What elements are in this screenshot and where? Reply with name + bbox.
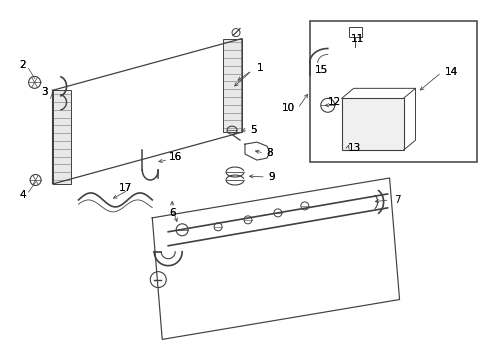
Bar <box>341 98 403 150</box>
Text: 5: 5 <box>250 125 257 135</box>
Text: 16: 16 <box>168 152 182 162</box>
Text: 4: 4 <box>20 190 26 200</box>
Text: 17: 17 <box>119 183 132 193</box>
Bar <box>348 27 361 37</box>
Text: 13: 13 <box>347 143 361 153</box>
Text: 6: 6 <box>168 208 175 218</box>
Text: 2: 2 <box>20 60 26 71</box>
Text: 16: 16 <box>168 152 182 162</box>
Text: 9: 9 <box>268 172 275 182</box>
Bar <box>309 21 476 162</box>
Text: 10: 10 <box>281 103 294 113</box>
Text: 13: 13 <box>347 143 361 153</box>
Polygon shape <box>52 90 71 184</box>
Text: 10: 10 <box>281 103 294 113</box>
Text: 12: 12 <box>327 97 341 107</box>
Polygon shape <box>223 39 242 132</box>
Text: 15: 15 <box>314 66 328 76</box>
Text: 8: 8 <box>266 148 273 158</box>
Text: 9: 9 <box>268 172 275 182</box>
Text: 3: 3 <box>41 87 48 97</box>
Text: 2: 2 <box>20 60 26 71</box>
Text: 7: 7 <box>393 195 400 205</box>
Text: 1: 1 <box>256 63 263 73</box>
Text: 4: 4 <box>20 190 26 200</box>
Text: 17: 17 <box>119 183 132 193</box>
Text: 12: 12 <box>327 97 341 107</box>
Text: 5: 5 <box>250 125 257 135</box>
Text: 8: 8 <box>266 148 273 158</box>
Text: 14: 14 <box>444 67 457 77</box>
Text: 15: 15 <box>314 66 328 76</box>
Text: 14: 14 <box>444 67 457 77</box>
Text: 6: 6 <box>168 208 175 218</box>
Text: 11: 11 <box>350 33 364 44</box>
Text: 1: 1 <box>256 63 263 73</box>
Text: 3: 3 <box>41 87 48 97</box>
Text: 11: 11 <box>350 33 364 44</box>
